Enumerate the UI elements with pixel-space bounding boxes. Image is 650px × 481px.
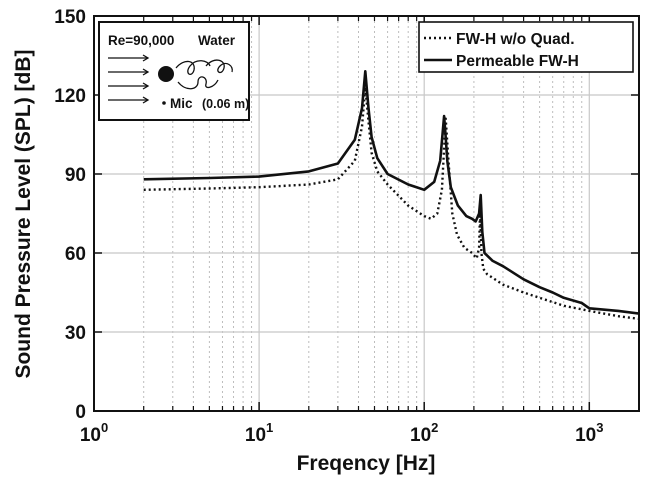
y-tick-label: 120 <box>54 86 86 107</box>
legend-entry-1: FW-H w/o Quad. <box>456 31 575 48</box>
inset-mic-label: Mic <box>170 96 193 111</box>
plot-frame <box>93 15 640 412</box>
inset-reynolds: Re=90,000 <box>108 33 174 48</box>
mic-point-icon <box>162 101 166 105</box>
legend-entry-2: Permeable FW-H <box>456 53 579 70</box>
vortex-middle-icon <box>177 76 219 90</box>
y-tick-label: 150 <box>54 7 86 28</box>
vortex-right-icon <box>205 59 233 74</box>
cylinder-icon <box>158 66 174 82</box>
x-tick-label: 102 <box>410 420 438 446</box>
inset-box <box>98 21 250 121</box>
y-tick-labels: 0 30 60 90 120 150 <box>54 7 86 423</box>
x-tick-labels: 100 101 102 103 <box>80 420 604 446</box>
y-tick-label: 60 <box>65 244 86 265</box>
legend-box <box>418 21 634 73</box>
inset-schematic: Re=90,000 Water Mic (0.06 m) <box>98 21 250 121</box>
y-tick-label: 0 <box>75 402 86 423</box>
flow-arrows <box>108 54 150 104</box>
y-tick-label: 30 <box>65 323 86 344</box>
inset-mic-distance: (0.06 m) <box>202 97 249 111</box>
x-axis-label: Freqency [Hz] <box>297 452 436 475</box>
vortex-upper-icon <box>175 60 211 75</box>
x-tick-label: 103 <box>575 420 603 446</box>
y-tick-label: 90 <box>65 165 86 186</box>
x-tick-label: 100 <box>80 420 108 446</box>
legend: FW-H w/o Quad. Permeable FW-H <box>418 21 634 73</box>
x-tick-label: 101 <box>245 420 273 446</box>
y-axis-label: Sound Pressure Level (SPL) [dB] <box>12 49 35 378</box>
inset-medium: Water <box>198 33 236 48</box>
series-line-2 <box>143 70 640 315</box>
series-layer <box>143 70 640 320</box>
